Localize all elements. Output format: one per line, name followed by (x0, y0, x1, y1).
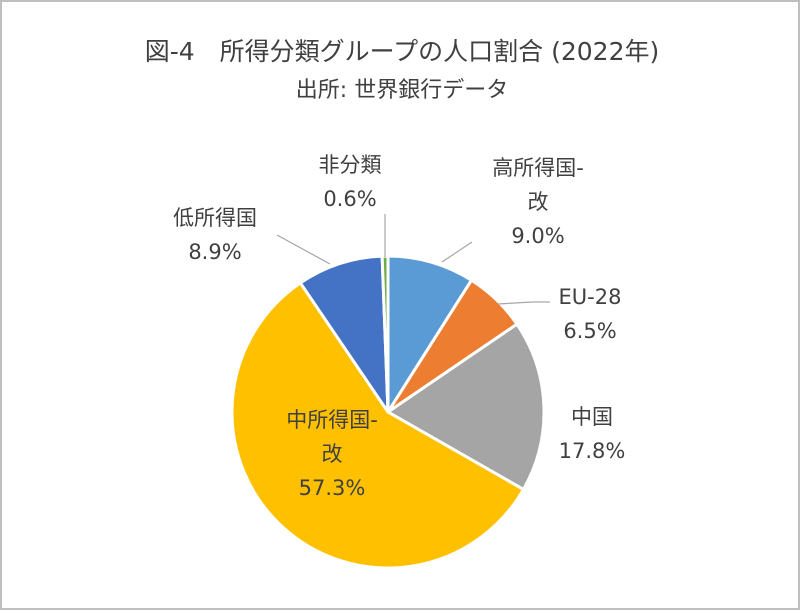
slice-category-text: 低所得国 (173, 206, 257, 230)
chart-subtitle: 出所: 世界銀行データ (295, 78, 509, 103)
slice-category-text: 改 (321, 442, 343, 466)
pie-slice-0 (386, 254, 474, 414)
slice-percent-text: 57.3% (298, 476, 366, 500)
slice-percent-text: 9.0% (511, 224, 565, 248)
chart-title: 図-4 所得分類グループの人口割合 (2022年) (144, 37, 660, 66)
slice-label-0: 高所得国- 改 9.0% (492, 151, 584, 253)
slice-label-4: 低所得国 8.9% (173, 201, 257, 269)
slice-category-text: 中所得国- (286, 408, 378, 432)
slice-label-5: 非分類 0.6% (319, 148, 382, 216)
slice-percent-text: 0.6% (323, 187, 377, 211)
slice-percent-text: 17.8% (558, 439, 626, 463)
slice-category-text: 中国 (571, 405, 613, 429)
slice-category-text: 非分類 (318, 153, 382, 177)
slice-percent-text: 8.9% (188, 240, 242, 264)
pie-slice-3 (230, 281, 525, 570)
slice-label-3: 中所得国- 改 57.3% (286, 403, 378, 505)
slice-category-text: 高所得国- (492, 156, 584, 180)
pie-slice-4 (298, 254, 390, 414)
leader-line-0 (441, 241, 473, 263)
slice-label-1: EU-28 6.5% (559, 280, 622, 348)
slice-percent-text: 6.5% (563, 319, 617, 343)
slice-label-2: 中国 17.8% (559, 400, 626, 468)
slice-category-text: EU-28 (558, 285, 622, 309)
pie-slice-2 (386, 322, 546, 491)
slice-category-text: 改 (527, 190, 549, 214)
leader-line-4 (276, 234, 331, 265)
leader-line-1 (497, 301, 550, 305)
